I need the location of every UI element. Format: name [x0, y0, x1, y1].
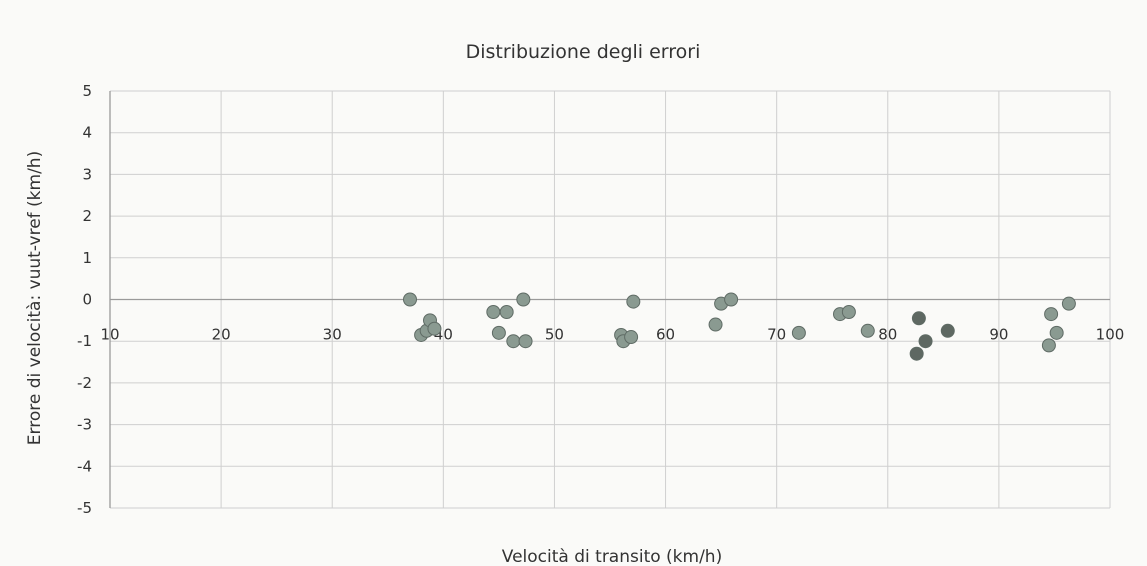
y-tick-label: 2: [82, 207, 92, 225]
data-points: [403, 292, 1076, 361]
scatter-point: [427, 321, 442, 336]
scatter-point: [911, 311, 926, 326]
y-tick-label: -4: [77, 457, 92, 475]
x-tick-label: 70: [767, 326, 786, 344]
gridlines: [109, 90, 1111, 509]
x-tick-label: 50: [545, 326, 564, 344]
y-tick-label: 5: [82, 82, 92, 100]
scatter-point: [491, 325, 506, 340]
scatter-point: [918, 334, 933, 349]
y-tick-labels: 5 4 3 2 1 0 -1 -2 -3 -4 -5: [77, 82, 92, 517]
scatter-point: [506, 334, 521, 349]
axes: [109, 91, 1110, 508]
scatter-point: [626, 294, 641, 309]
y-tick-label: 1: [82, 249, 92, 267]
scatter-point: [1041, 338, 1056, 353]
y-axis-title: Errore di velocità: vuut-vref (km/h): [25, 151, 45, 445]
x-tick-label: 100: [1096, 326, 1125, 344]
x-tick-label: 90: [989, 326, 1008, 344]
scatter-point: [1044, 307, 1059, 322]
scatter-point: [724, 292, 739, 307]
x-tick-label: 80: [878, 326, 897, 344]
y-tick-label: -1: [77, 332, 92, 350]
x-tick-label: 10: [100, 326, 119, 344]
scatter-point: [499, 305, 514, 320]
scatter-point: [708, 317, 723, 332]
x-tick-labels: 10 20 30 40 50 60 70 80 90 100: [100, 326, 1124, 344]
x-tick-label: 60: [656, 326, 675, 344]
chart-title: Distribuzione degli errori: [466, 41, 701, 63]
scatter-point: [486, 305, 501, 320]
scatter-point: [624, 330, 639, 345]
scatter-point: [518, 334, 533, 349]
scatter-point: [791, 325, 806, 340]
y-tick-label: 0: [82, 291, 92, 309]
scatter-point: [841, 305, 856, 320]
x-axis-title: Velocità di transito (km/h): [502, 547, 722, 566]
y-tick-label: 3: [82, 165, 92, 183]
y-tick-label: -5: [77, 499, 92, 517]
scatter-point: [1049, 325, 1064, 340]
y-tick-label: -3: [77, 416, 92, 434]
y-tick-label: 4: [82, 124, 92, 142]
scatter-point: [909, 346, 924, 361]
scatter-point: [403, 292, 417, 307]
x-tick-label: 20: [212, 326, 231, 344]
scatter-point: [516, 292, 531, 307]
y-tick-label: -2: [77, 374, 92, 392]
x-tick-label: 30: [323, 326, 342, 344]
scatter-point: [940, 323, 955, 338]
scatter-point: [1061, 296, 1076, 311]
scatter-point: [860, 323, 875, 338]
